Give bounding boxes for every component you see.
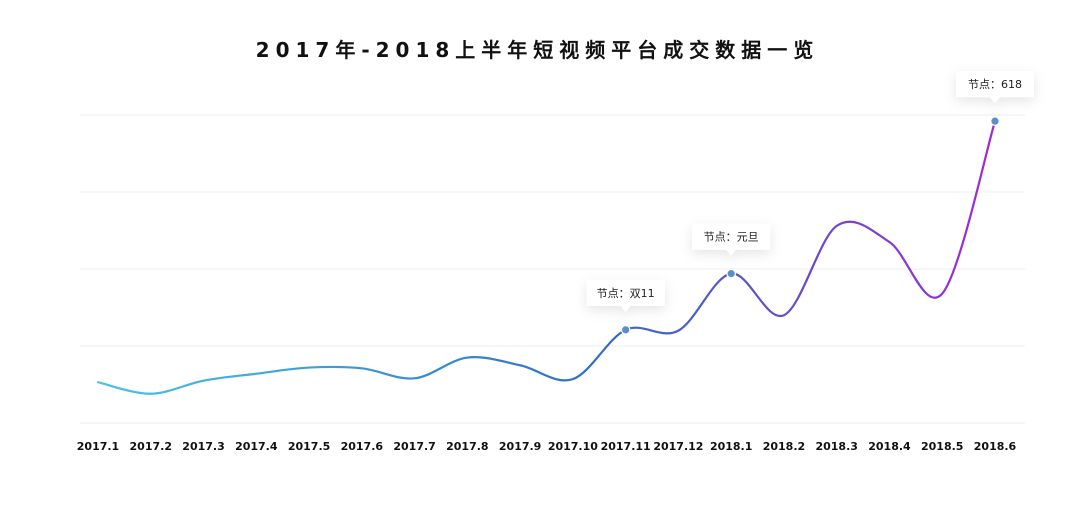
- x-tick-label: 2017.10: [548, 440, 598, 453]
- annotation-callout: 节点：元旦: [692, 223, 771, 256]
- x-tick-label: 2017.2: [130, 440, 172, 453]
- annotation-callout: 节点：双11: [586, 279, 665, 312]
- annotation-label: 节点：元旦: [704, 231, 759, 244]
- x-tick-label: 2017.9: [499, 440, 541, 453]
- x-tick-label: 2017.12: [653, 440, 703, 453]
- x-tick-label: 2018.6: [974, 440, 1017, 453]
- annotation-box: [692, 223, 771, 256]
- x-tick-label: 2017.8: [446, 440, 488, 453]
- gridlines: [80, 114, 1025, 424]
- x-tick-label: 2017.5: [288, 440, 330, 453]
- x-tick-label: 2018.2: [763, 440, 805, 453]
- x-tick-label: 2017.1: [77, 440, 119, 453]
- annotations: 节点：双11 节点：元旦 节点：618: [586, 71, 1034, 335]
- x-axis-tick-labels: 2017.1 2017.2 2017.3 2017.4 2017.5 2017.6 2017…: [77, 440, 1017, 453]
- annotation-box: [956, 71, 1034, 104]
- x-tick-label: 2018.3: [815, 440, 857, 453]
- annotation-callout: 节点：618: [956, 71, 1034, 104]
- annotation-box: [586, 279, 665, 312]
- x-tick-label: 2017.3: [182, 440, 224, 453]
- data-point-marker: [726, 268, 736, 279]
- x-tick-label: 2018.4: [868, 440, 911, 453]
- x-tick-label: 2017.11: [601, 440, 651, 453]
- data-point-marker: [990, 116, 1000, 126]
- x-tick-label: 2017.7: [393, 440, 435, 453]
- series-line-group: [96, 120, 997, 395]
- series-line: [96, 120, 997, 395]
- x-tick-label: 2018.1: [710, 440, 752, 453]
- x-tick-label: 2017.6: [341, 440, 384, 453]
- data-point-marker: [620, 325, 631, 335]
- annotation-label: 节点：双11: [597, 287, 655, 300]
- x-tick-label: 2018.5: [921, 440, 963, 453]
- annotation-label: 节点：618: [968, 78, 1022, 91]
- chart-title: 2017年-2018上半年短视频平台成交数据一览: [255, 38, 820, 62]
- x-tick-label: 2017.4: [235, 440, 278, 453]
